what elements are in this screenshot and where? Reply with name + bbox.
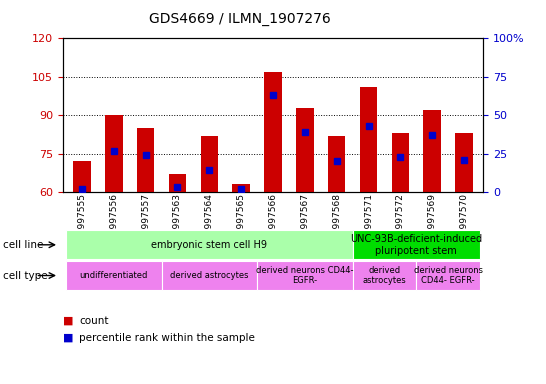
Text: undifferentiated: undifferentiated [80, 271, 148, 280]
Text: embryonic stem cell H9: embryonic stem cell H9 [151, 240, 268, 250]
Text: cell type: cell type [3, 270, 48, 281]
Bar [105, 115, 122, 192]
Text: derived neurons
CD44- EGFR-: derived neurons CD44- EGFR- [414, 266, 483, 285]
Text: UNC-93B-deficient-induced
pluripotent stem: UNC-93B-deficient-induced pluripotent st… [351, 234, 482, 256]
Bar [455, 133, 473, 192]
Bar [200, 136, 218, 192]
Bar [73, 161, 91, 192]
Bar [424, 110, 441, 192]
Bar [360, 87, 377, 192]
Bar [264, 72, 282, 192]
Bar [328, 136, 346, 192]
Text: GDS4669 / ILMN_1907276: GDS4669 / ILMN_1907276 [150, 12, 331, 25]
Bar [169, 174, 186, 192]
Bar [296, 108, 313, 192]
Text: ■: ■ [63, 333, 73, 343]
Bar [233, 184, 250, 192]
Text: cell line: cell line [3, 240, 43, 250]
Text: derived neurons CD44-
EGFR-: derived neurons CD44- EGFR- [256, 266, 354, 285]
Text: derived astrocytes: derived astrocytes [170, 271, 248, 280]
Bar [391, 133, 409, 192]
Text: ■: ■ [63, 316, 73, 326]
Text: percentile rank within the sample: percentile rank within the sample [79, 333, 255, 343]
Text: count: count [79, 316, 109, 326]
Bar [137, 128, 155, 192]
Text: derived
astrocytes: derived astrocytes [363, 266, 406, 285]
